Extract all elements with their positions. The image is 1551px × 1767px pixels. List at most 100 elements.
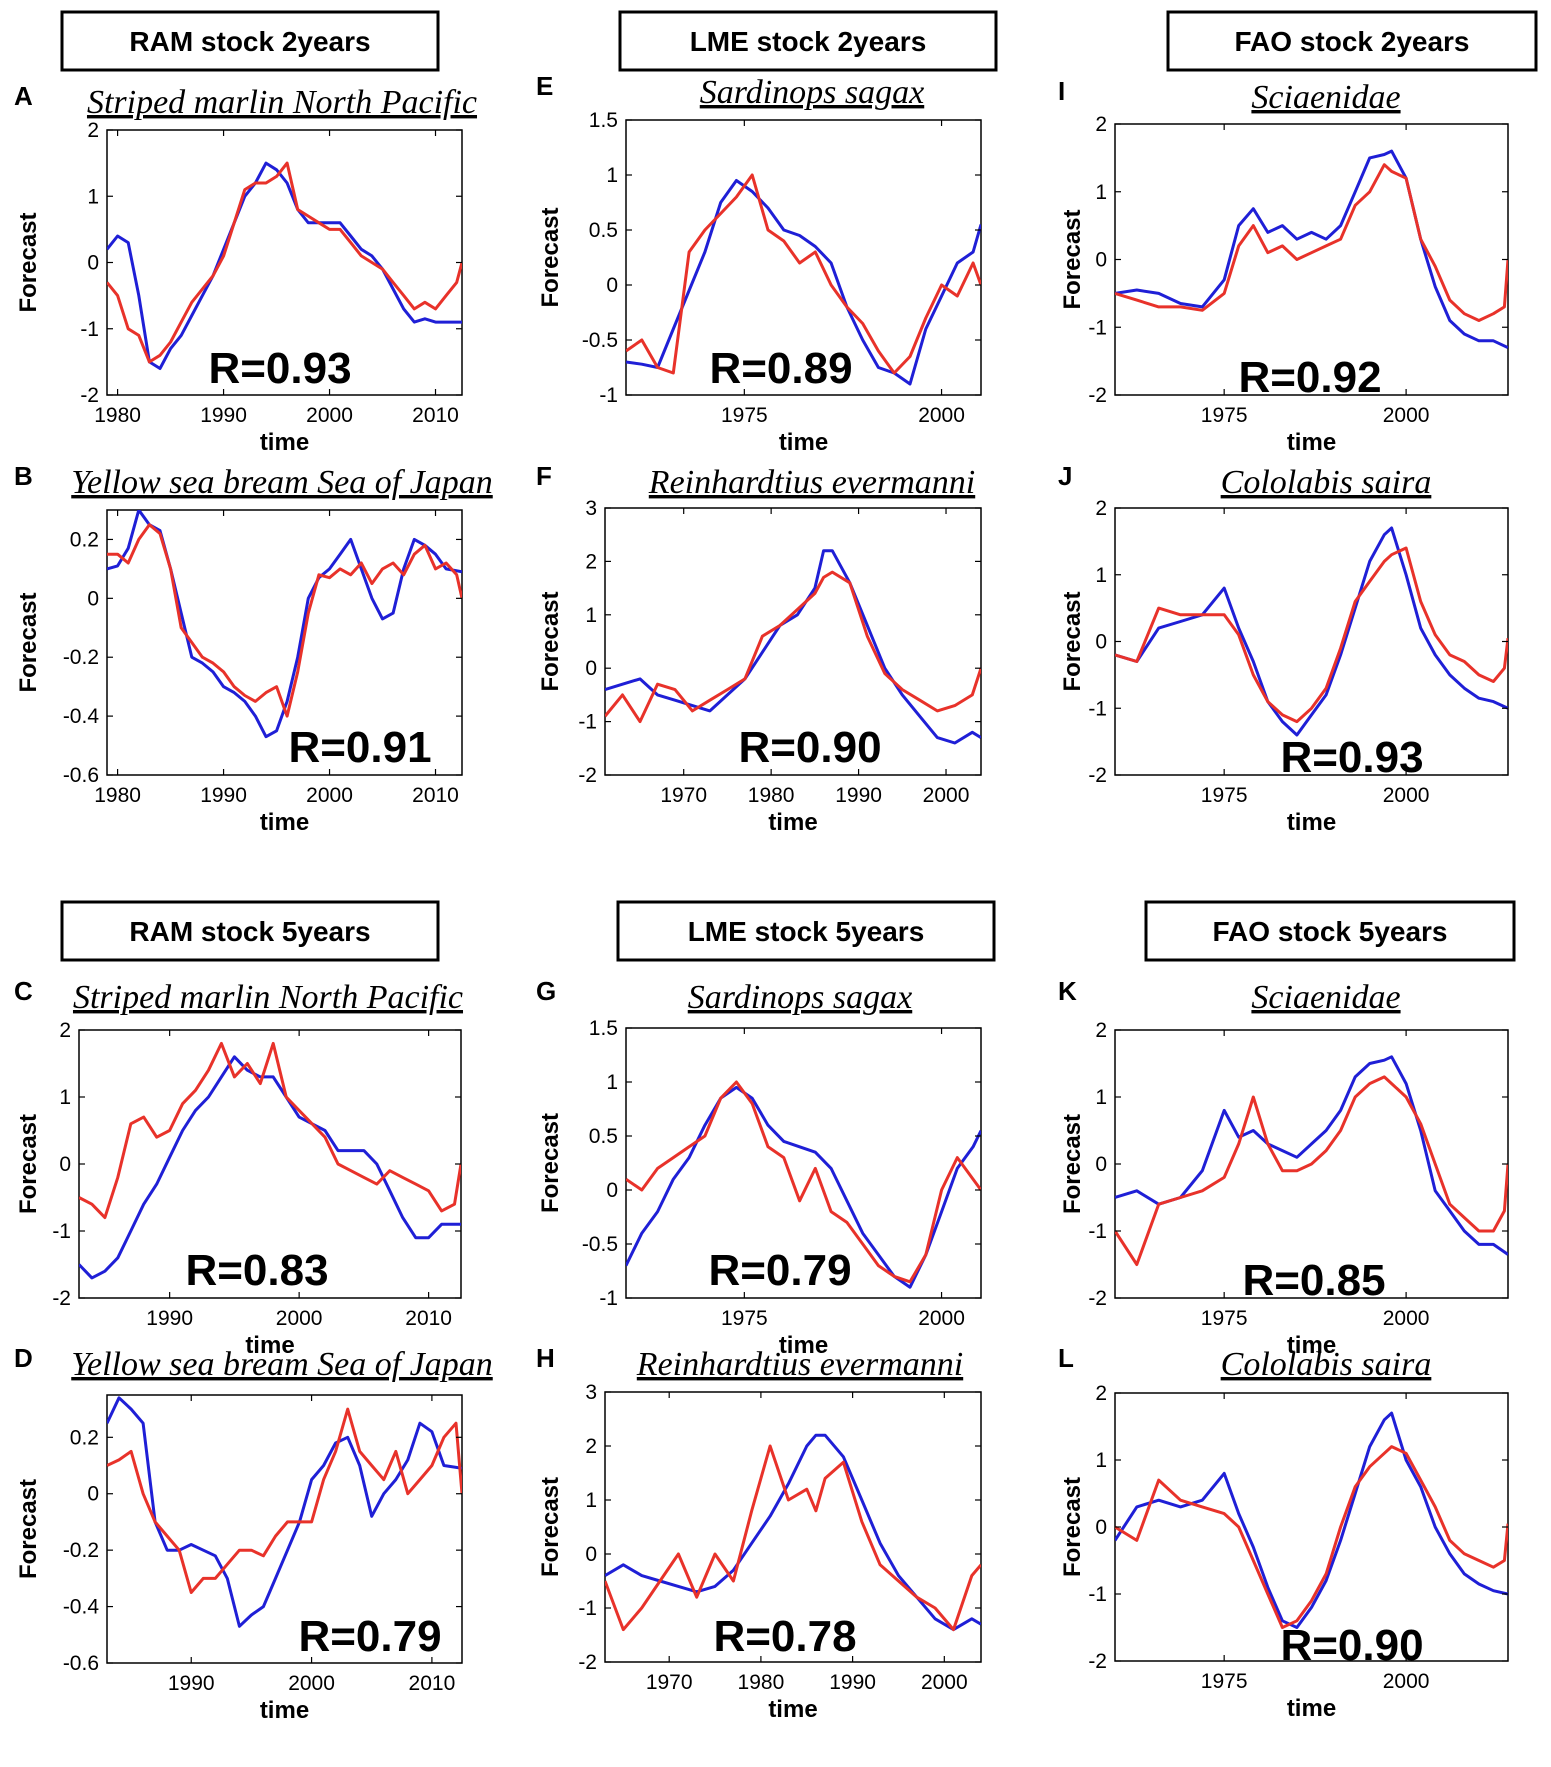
header-lme-5years: LME stock 5years xyxy=(616,900,996,962)
panel-l: L Cololabis saira -2 -1 0 1 2 1975 2000 time Forec… xyxy=(1058,1343,1509,1722)
y-tick-label: 2 xyxy=(87,119,99,142)
y-tick-label: 0 xyxy=(1095,1516,1107,1539)
y-tick-label: 0 xyxy=(1095,1153,1107,1176)
panel-title: Sardinops sagax xyxy=(688,979,912,1016)
series-line-forecast xyxy=(79,1041,461,1220)
y-tick-label: 2 xyxy=(1095,113,1107,136)
r-value-label: R=0.90 xyxy=(1280,1621,1423,1670)
y-tick-label: 0 xyxy=(87,587,99,610)
panel-e: E Sardinops sagax -1 -0.5 0 0.5 1 1.5 1975 2000 ti… xyxy=(536,71,982,456)
x-tick-label: 2000 xyxy=(1383,784,1430,807)
series-line-observed xyxy=(107,1396,462,1628)
y-tick-label: -0.2 xyxy=(63,646,99,669)
series-line-observed xyxy=(1115,1411,1508,1629)
panel-letter: B xyxy=(14,461,33,491)
series-line-observed xyxy=(1115,526,1508,737)
r-value-label: R=0.92 xyxy=(1238,353,1381,402)
y-tick-label: 0 xyxy=(1095,249,1107,272)
x-axis-label: time xyxy=(1287,1332,1336,1359)
x-axis-label: time xyxy=(768,809,817,836)
y-axis-label: Forecast xyxy=(15,592,42,692)
r-value-label: R=0.83 xyxy=(185,1246,328,1295)
panel-title: Cololabis saira xyxy=(1221,464,1432,501)
series-group xyxy=(605,1433,981,1632)
panel-letter: I xyxy=(1058,76,1065,106)
y-axis-label: Forecast xyxy=(537,1113,564,1213)
x-axis-label: time xyxy=(260,809,309,836)
y-axis-label: Forecast xyxy=(537,591,564,691)
y-tick-label: -2 xyxy=(1088,1650,1107,1673)
series-line-forecast xyxy=(1115,1075,1508,1266)
y-tick-label: -0.4 xyxy=(63,1596,100,1619)
x-tick-label: 2000 xyxy=(921,1671,968,1694)
series-group xyxy=(107,1396,462,1628)
plot-frame xyxy=(106,1394,463,1664)
x-tick-label: 1990 xyxy=(835,784,882,807)
y-tick-label: 1 xyxy=(1095,1086,1107,1109)
x-axis-label: time xyxy=(260,429,309,456)
series-line-observed xyxy=(107,161,462,370)
y-tick-label: -1 xyxy=(578,1597,597,1620)
series-line-observed xyxy=(79,1055,461,1280)
panel-letter: E xyxy=(536,71,553,101)
series-group xyxy=(1115,149,1508,349)
panel-h: H Reinhardtius evermanni -2 -1 0 1 2 3 1970 1980 1… xyxy=(536,1343,982,1723)
panel-letter: K xyxy=(1058,976,1077,1006)
plot-frame xyxy=(106,129,463,396)
panel-a: A Striped marlin North Pacific -2 -1 0 1 2 1980… xyxy=(14,81,477,456)
y-tick-label: 3 xyxy=(585,497,597,520)
plot-frame xyxy=(604,507,982,776)
panel-letter: A xyxy=(14,81,33,111)
y-tick-label: -1 xyxy=(599,384,618,407)
x-tick-label: 1970 xyxy=(660,784,707,807)
x-axis-label: time xyxy=(245,1332,294,1359)
plot-frame xyxy=(625,1027,982,1299)
y-tick-label: 0 xyxy=(606,1179,618,1202)
panel-title: Yellow sea bream Sea of Japan xyxy=(71,464,493,501)
panel-title: Yellow sea bream Sea of Japan xyxy=(71,1346,493,1383)
x-tick-label: 1975 xyxy=(1201,404,1248,427)
x-tick-label: 1980 xyxy=(748,784,795,807)
panel-b: B Yellow sea bream Sea of Japan -0.6 -0.4 -0… xyxy=(14,461,493,836)
series-line-forecast xyxy=(107,161,462,364)
x-tick-label: 1980 xyxy=(94,404,141,427)
y-tick-label: -1 xyxy=(599,1287,618,1310)
series-line-observed xyxy=(1115,149,1508,349)
y-tick-label: -2 xyxy=(578,1651,597,1674)
y-tick-label: 1 xyxy=(59,1086,71,1109)
y-tick-label: -1 xyxy=(1088,1583,1107,1606)
y-tick-label: -0.5 xyxy=(582,1233,618,1256)
header-fao-2years-label: FAO stock 2years xyxy=(1234,26,1469,57)
y-tick-label: 0 xyxy=(87,252,99,275)
series-group xyxy=(107,510,462,739)
x-tick-label: 1990 xyxy=(200,784,247,807)
x-tick-label: 1990 xyxy=(168,1672,215,1695)
x-tick-label: 1990 xyxy=(146,1307,193,1330)
header-ram-2years-label: RAM stock 2years xyxy=(129,26,370,57)
x-axis-label: time xyxy=(779,1332,828,1359)
panel-letter: G xyxy=(536,976,556,1006)
plot-frame xyxy=(604,1391,982,1663)
x-tick-label: 2000 xyxy=(306,404,353,427)
plot-frame xyxy=(625,119,982,396)
y-tick-label: 0 xyxy=(1095,631,1107,654)
series-group xyxy=(107,161,462,370)
x-tick-label: 1975 xyxy=(1201,784,1248,807)
y-tick-label: -1 xyxy=(578,711,597,734)
y-tick-label: 2 xyxy=(585,550,597,573)
series-group xyxy=(626,173,981,386)
panel-j: J Cololabis saira -2 -1 0 1 2 1975 2000 time Forec… xyxy=(1058,461,1509,836)
series-line-observed xyxy=(605,1433,981,1632)
x-axis-label: time xyxy=(1287,1695,1336,1722)
x-tick-label: 2000 xyxy=(1383,404,1430,427)
r-value-label: R=0.93 xyxy=(1280,733,1423,782)
y-axis-label: Forecast xyxy=(1059,591,1086,691)
series-group xyxy=(1115,1411,1508,1629)
panel-title: Sardinops sagax xyxy=(700,74,924,111)
r-value-label: R=0.78 xyxy=(713,1612,856,1661)
series-line-forecast xyxy=(107,1407,462,1594)
y-axis-label: Forecast xyxy=(15,1479,42,1579)
y-tick-label: 0 xyxy=(87,1483,99,1506)
panel-letter: F xyxy=(536,461,552,491)
r-value-label: R=0.90 xyxy=(738,723,881,772)
